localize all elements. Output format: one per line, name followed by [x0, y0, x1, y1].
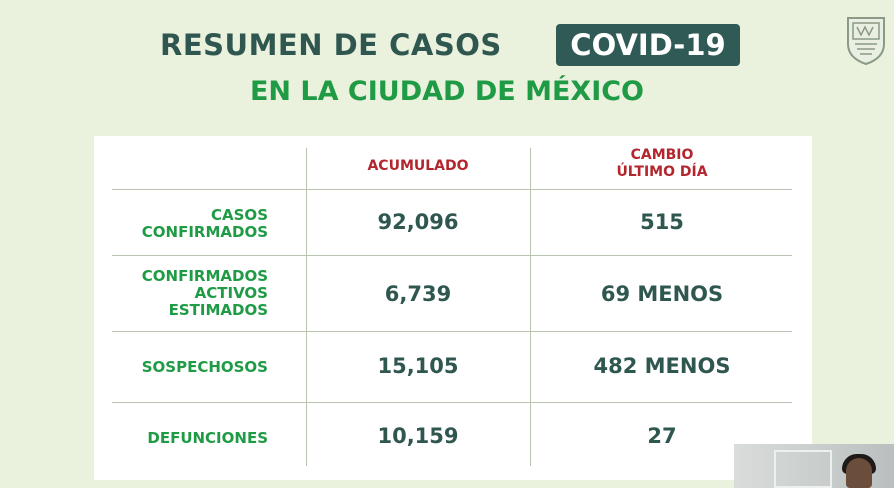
video-wall-frame	[774, 450, 832, 488]
cases-table: ACUMULADO CAMBIO ÚLTIMO DÍA CASOS CONFIR…	[94, 136, 812, 480]
row-label-active: CONFIRMADOS ACTIVOS ESTIMADOS	[141, 267, 268, 319]
value-accumulated-deaths: 10,159	[377, 424, 459, 448]
row-divider	[112, 255, 792, 256]
value-change-suspected: 482 MENOS	[593, 354, 731, 378]
value-accumulated-active: 6,739	[384, 282, 452, 306]
page-subtitle: EN LA CIUDAD DE MÉXICO	[249, 76, 645, 107]
row-divider	[112, 189, 792, 190]
cdmx-shield-icon	[847, 17, 885, 66]
covid-badge: COVID-19	[556, 24, 740, 66]
presenter-face	[846, 458, 872, 488]
value-change-active: 69 MENOS	[600, 282, 724, 306]
presenter-video-thumbnail	[734, 444, 894, 488]
title-row: RESUMEN DE CASOS COVID-19	[0, 24, 894, 68]
row-label-confirmed: CASOS CONFIRMADOS	[141, 206, 268, 241]
row-label-suspected: SOSPECHOSOS	[141, 358, 268, 376]
value-accumulated-confirmed: 92,096	[377, 210, 459, 234]
row-divider	[112, 331, 792, 332]
value-change-deaths: 27	[647, 424, 677, 448]
column-header-change: CAMBIO ÚLTIMO DÍA	[616, 147, 708, 180]
column-divider	[530, 148, 531, 466]
row-divider	[112, 402, 792, 403]
value-accumulated-suspected: 15,105	[377, 354, 459, 378]
column-divider	[306, 148, 307, 466]
value-change-confirmed: 515	[640, 210, 684, 234]
row-label-deaths: DEFUNCIONES	[147, 429, 268, 447]
column-header-accumulated: ACUMULADO	[367, 158, 469, 174]
page-title: RESUMEN DE CASOS	[160, 28, 502, 62]
